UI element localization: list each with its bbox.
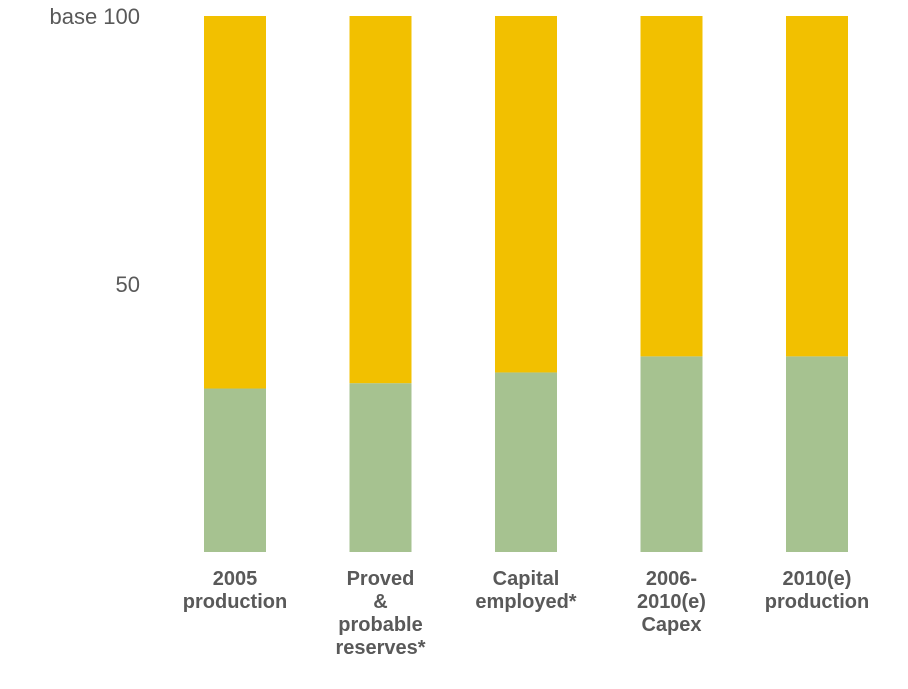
y-tick-label: base 100 <box>49 4 140 29</box>
x-category-label: production <box>765 591 869 613</box>
bar-segment <box>204 16 266 389</box>
x-category-label: 2005 <box>213 568 258 590</box>
x-category-label: & <box>373 591 387 613</box>
bar-segment <box>495 372 557 552</box>
x-category-label: employed* <box>475 591 576 613</box>
x-category-label: 2006- <box>646 568 697 590</box>
x-category-label: 2010(e) <box>783 568 852 590</box>
x-category-label: probable <box>338 614 422 636</box>
bar-segment <box>640 356 703 552</box>
bar-segment <box>640 16 703 357</box>
x-category-label: Capex <box>641 614 701 636</box>
x-category-label: production <box>183 591 287 613</box>
x-category-label: reserves* <box>335 637 425 659</box>
bar-segment <box>349 383 412 552</box>
bar-segment <box>204 388 266 552</box>
bar-segment <box>786 16 848 357</box>
x-category-label: 2010(e) <box>637 591 706 613</box>
x-category-label: Capital <box>493 568 560 590</box>
x-category-label: Proved <box>347 568 415 590</box>
bar-segment <box>495 16 557 373</box>
bar-segment <box>786 356 848 552</box>
bar-segment <box>349 16 412 384</box>
y-tick-label: 50 <box>116 272 140 297</box>
